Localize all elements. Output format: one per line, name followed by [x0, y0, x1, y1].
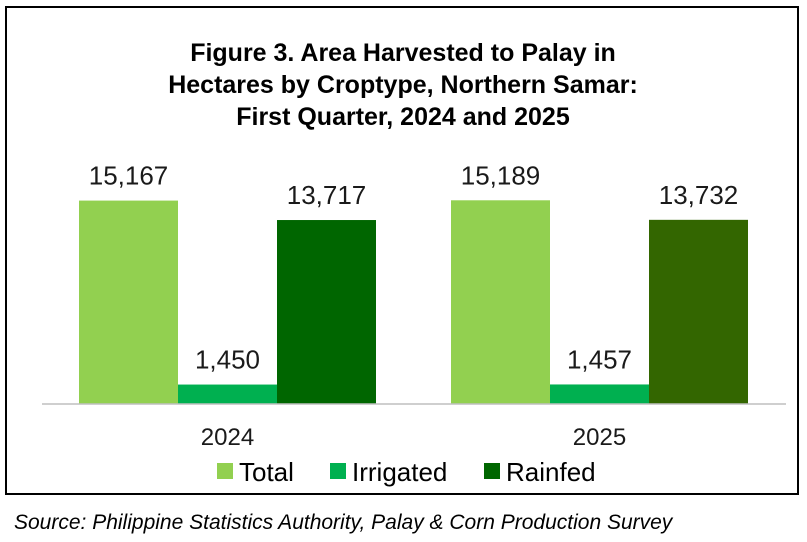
data-label-rainfed-2024: 13,717	[287, 180, 367, 210]
legend-swatch-rainfed	[484, 463, 500, 479]
chart-title-line-3: First Quarter, 2024 and 2025	[236, 103, 570, 131]
chart-title-line-2: Hectares by Croptype, Northern Samar:	[168, 71, 638, 99]
category-label-2025: 2025	[573, 424, 626, 451]
bar-irrigated-2025	[550, 384, 649, 404]
chart-title-line-1: Figure 3. Area Harvested to Palay in	[190, 39, 616, 67]
data-label-rainfed-2025: 13,732	[659, 180, 739, 210]
bar-irrigated-2024	[178, 384, 277, 404]
legend-swatch-irrigated	[330, 463, 346, 479]
category-label-2024: 2024	[201, 424, 254, 451]
chart-frame	[5, 6, 799, 495]
bars-layer: 15,167 1,450 13,717 15,189 1,457 13,732	[79, 160, 748, 404]
bar-total-2025	[451, 200, 550, 404]
data-label-total-2025: 15,189	[461, 160, 541, 190]
source-note: Source: Philippine Statistics Authority,…	[14, 511, 673, 534]
data-label-total-2024: 15,167	[89, 161, 169, 191]
bar-rainfed-2024	[277, 220, 376, 404]
bar-rainfed-2025	[649, 219, 748, 404]
chart-title: Figure 3. Area Harvested to Palay in Hec…	[168, 39, 638, 131]
legend-label-rainfed: Rainfed	[506, 457, 596, 487]
legend-label-irrigated: Irrigated	[352, 457, 447, 487]
category-labels: 2024 2025	[201, 424, 626, 451]
legend-label-total: Total	[239, 457, 294, 487]
legend-swatch-total	[217, 463, 233, 479]
bar-total-2024	[79, 200, 178, 404]
data-label-irrigated-2024: 1,450	[195, 345, 260, 375]
data-label-irrigated-2025: 1,457	[567, 344, 632, 374]
legend: Total Irrigated Rainfed	[217, 457, 596, 487]
